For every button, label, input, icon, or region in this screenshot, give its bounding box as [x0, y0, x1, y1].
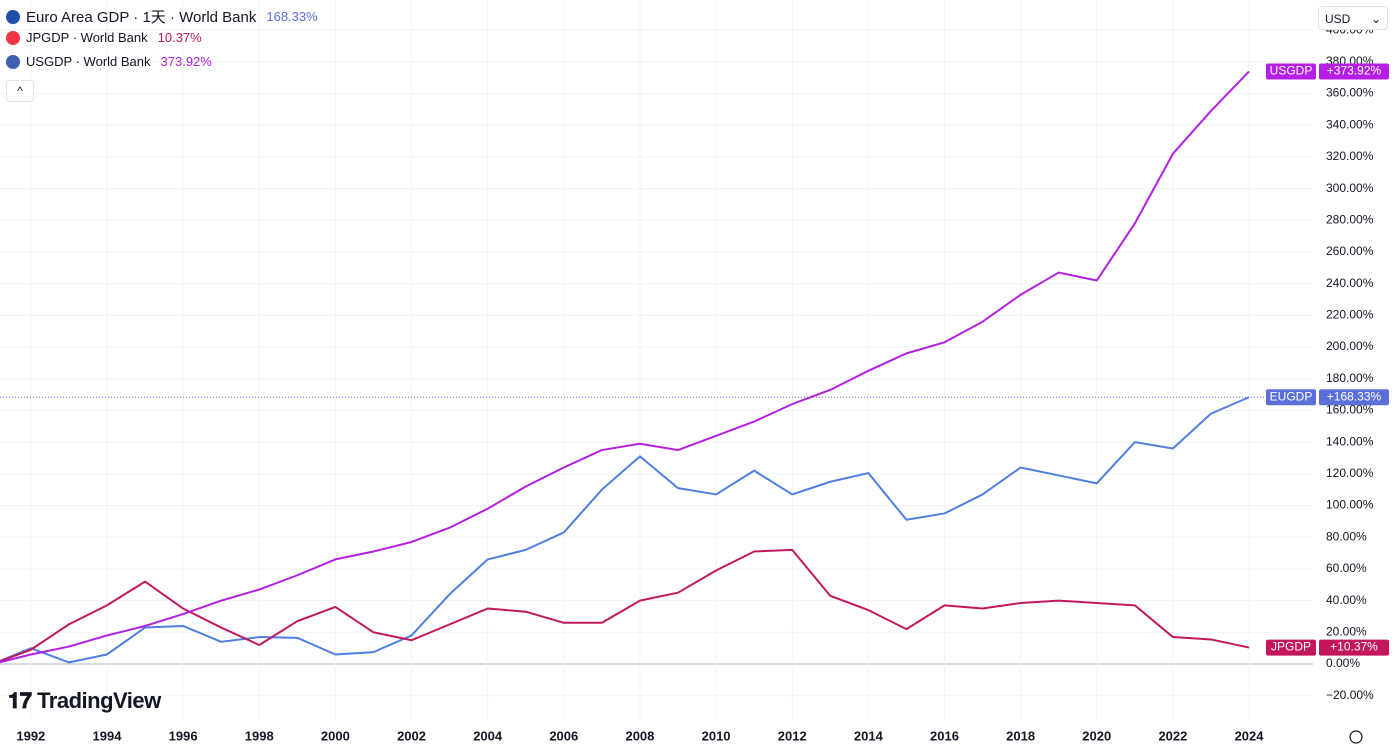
- end-label-value-box: [1319, 639, 1389, 656]
- series-line: [0, 548, 1250, 663]
- legend-name: Euro Area GDP · 1天 · World Bank: [26, 9, 257, 26]
- grid: [0, 0, 1313, 722]
- end-label-value-box: [1319, 63, 1389, 80]
- end-label-box: [1266, 389, 1316, 406]
- plot: [0, 70, 1250, 664]
- series-line: [0, 396, 1250, 664]
- y-tick-label: 240.00%: [1326, 276, 1374, 290]
- y-tick-label: 0.00%: [1326, 656, 1360, 670]
- legend-name: USGDP · World Bank: [26, 54, 151, 69]
- end-label-name: JPGDP: [1271, 640, 1311, 654]
- legend-icon: [6, 54, 20, 69]
- currency: USD: [1325, 12, 1351, 26]
- y-tick-label: 340.00%: [1326, 117, 1374, 131]
- y-tick-label: −20.00%: [1326, 688, 1374, 702]
- legend-icon: [6, 9, 20, 24]
- end-label: USGDP +373.92%: [1266, 63, 1389, 80]
- x-tick-label: 1998: [245, 728, 274, 743]
- x-tick-label: 2024: [1235, 728, 1265, 743]
- settings-icon[interactable]: [1349, 730, 1363, 744]
- end-label-value-box: [1319, 389, 1389, 406]
- series-line: [0, 70, 1250, 664]
- x-tick-label: 2000: [321, 728, 350, 743]
- axes: −20.00% 0.00% 20.00% 40.00% 60.00% 80.00% 100.…: [16, 22, 1389, 743]
- y-tick-label: 80.00%: [1326, 529, 1367, 543]
- x-tick-label: 2012: [778, 728, 807, 743]
- end-label-value: +168.33%: [1327, 389, 1382, 403]
- x-tick-label: 1992: [16, 728, 45, 743]
- brand-logo: 𝟏𝟕 TradingView: [8, 688, 161, 713]
- legend-value: 373.92%: [160, 54, 212, 69]
- end-label-value: +373.92%: [1327, 64, 1382, 78]
- y-tick-label: 200.00%: [1326, 339, 1374, 353]
- end-label: JPGDP +10.37%: [1266, 639, 1389, 656]
- y-tick-label: 60.00%: [1326, 561, 1367, 575]
- y-tick-label: 320.00%: [1326, 149, 1374, 163]
- legend-name: JPGDP · World Bank: [26, 30, 148, 45]
- end-label-name: EUGDP: [1270, 389, 1313, 403]
- y-tick-label: 220.00%: [1326, 308, 1374, 322]
- y-tick-label: 120.00%: [1326, 466, 1374, 480]
- legend-value: 168.33%: [266, 9, 318, 24]
- end-label-name: USGDP: [1270, 64, 1313, 78]
- y-tick-label: 160.00%: [1326, 403, 1374, 417]
- x-tick-label: 2008: [625, 728, 654, 743]
- legend-entry[interactable]: USGDP · World Bank 373.92%: [6, 54, 212, 69]
- x-tick-label: 2006: [549, 728, 578, 743]
- x-tick-label: 2010: [702, 728, 731, 743]
- y-tick-label: 40.00%: [1326, 593, 1367, 607]
- legend-entry[interactable]: Euro Area GDP · 1天 · World Bank 168.33%: [6, 6, 318, 27]
- x-tick-label: 2014: [854, 728, 884, 743]
- x-tick-label: 1996: [169, 728, 198, 743]
- x-tick-label: 2018: [1006, 728, 1035, 743]
- y-tick-label: 180.00%: [1326, 371, 1374, 385]
- legend-icon: [6, 30, 20, 45]
- x-tick-label: 2004: [473, 728, 503, 743]
- y-tick-label: 140.00%: [1326, 434, 1374, 448]
- legend-value: 10.37%: [157, 30, 202, 45]
- x-tick-label: 2020: [1082, 728, 1111, 743]
- y-tick-label: 280.00%: [1326, 212, 1374, 226]
- end-label-value: +10.37%: [1330, 640, 1378, 654]
- collapse-button[interactable]: ^: [6, 80, 34, 102]
- x-tick-label: 1994: [93, 728, 123, 743]
- end-label: EUGDP +168.33%: [1266, 389, 1389, 406]
- brand: TradingView: [37, 688, 161, 713]
- y-tick-label: 20.00%: [1326, 624, 1367, 638]
- currency-select[interactable]: USD ⌄: [1318, 6, 1388, 30]
- y-tick-label: 100.00%: [1326, 498, 1374, 512]
- y-tick-label: 300.00%: [1326, 181, 1374, 195]
- x-tick-label: 2002: [397, 728, 426, 743]
- end-label-box: [1266, 63, 1316, 80]
- y-tick-label: 260.00%: [1326, 244, 1374, 258]
- y-tick-label: 360.00%: [1326, 86, 1374, 100]
- legend-entry[interactable]: JPGDP · World Bank 10.37%: [6, 30, 202, 45]
- end-label-box: [1266, 639, 1316, 656]
- x-tick-label: 2022: [1158, 728, 1187, 743]
- x-tick-label: 2016: [930, 728, 959, 743]
